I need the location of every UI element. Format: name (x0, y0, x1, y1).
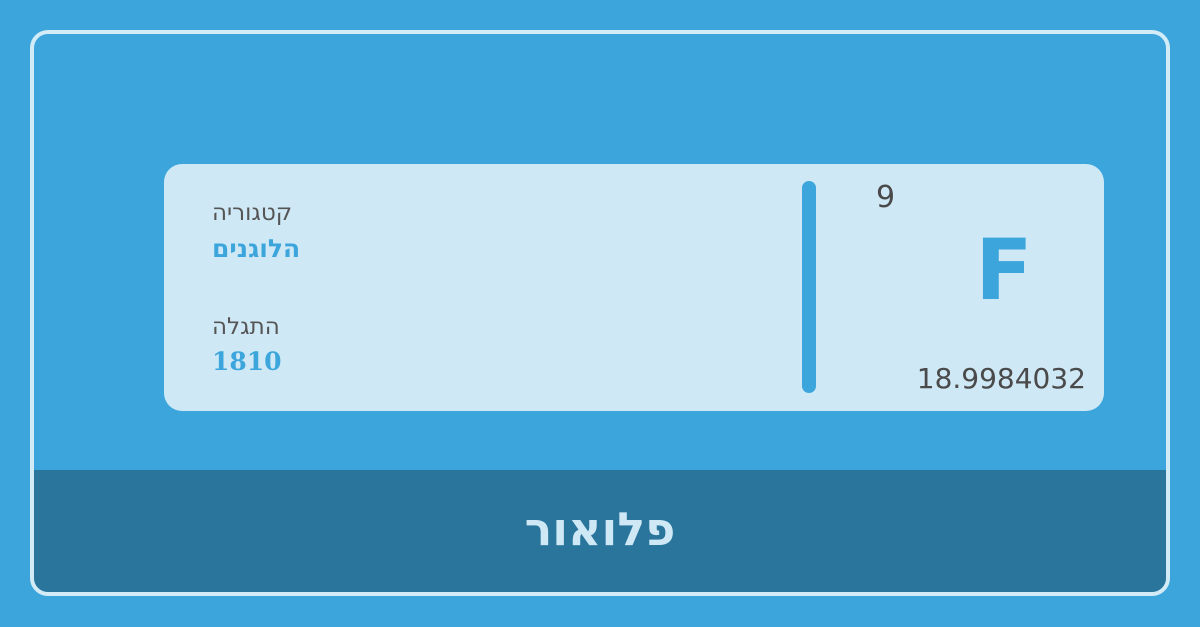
discovery-year: 1810 (212, 347, 282, 376)
name-band: פלואור (34, 470, 1166, 592)
discovery-label: התגלה (212, 314, 280, 340)
element-name: פלואור (524, 502, 676, 556)
category-label: קטגוריה (212, 200, 293, 226)
element-frame: קטגוריה הלוגנים התגלה 1810 9 F 18.998403… (30, 30, 1170, 596)
element-symbol: F (975, 221, 1033, 319)
element-card: קטגוריה הלוגנים התגלה 1810 9 F 18.998403… (164, 164, 1104, 411)
category-value: הלוגנים (212, 234, 301, 263)
card-divider (802, 181, 816, 393)
atomic-number: 9 (876, 180, 896, 215)
atomic-mass: 18.9984032 (916, 362, 1086, 395)
